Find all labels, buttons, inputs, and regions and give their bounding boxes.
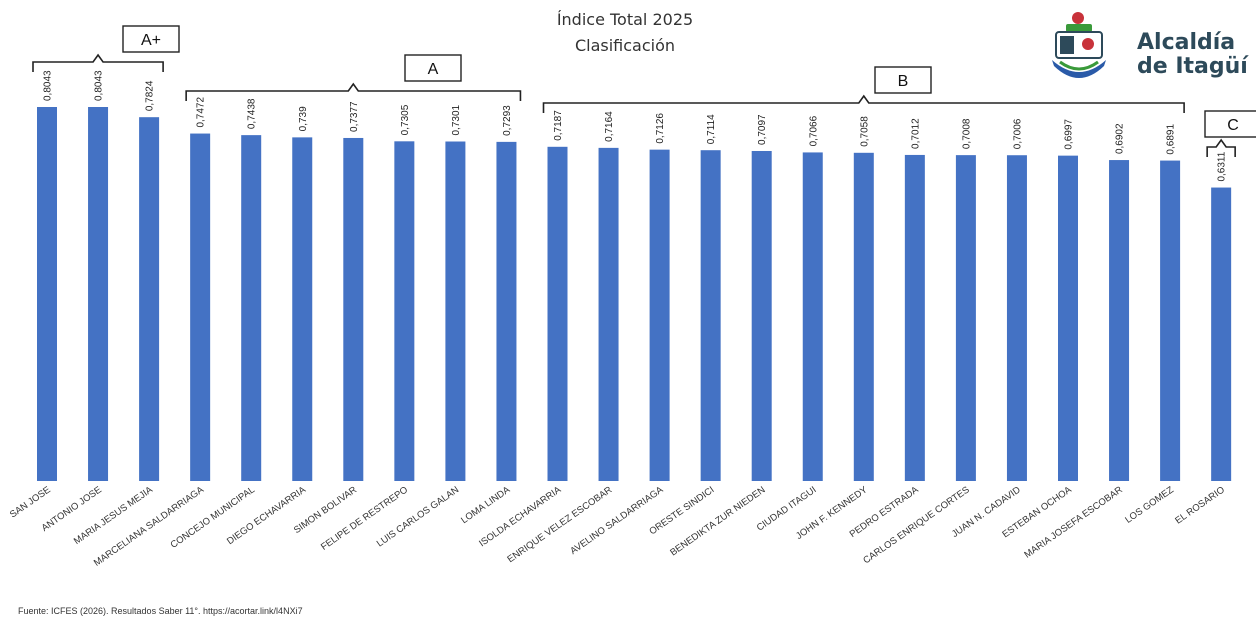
bars-layer [37, 107, 1232, 482]
value-label: 0,7126 [655, 113, 666, 144]
value-label: 0,7472 [196, 97, 207, 128]
value-label: 0,8043 [43, 70, 54, 101]
bar [292, 137, 313, 481]
category-label: BENEDIKTA ZUR NIEDEN [668, 484, 767, 558]
value-label: 0,7008 [961, 118, 972, 149]
value-label: 0,739 [298, 106, 309, 131]
source-note: Fuente: ICFES (2026). Resultados Saber 1… [18, 606, 303, 616]
category-label: CARLOS ENRIQUE CORTES [861, 484, 971, 566]
logo-line-2: de Itagüí [1137, 54, 1249, 79]
category-label: FELIPE DE RESTREPO [319, 484, 410, 552]
group-bracket [185, 82, 522, 101]
bar [1058, 155, 1078, 481]
bar [37, 107, 57, 481]
group-label-box [122, 25, 180, 53]
value-label: 0,7164 [604, 111, 615, 142]
group-label-box [404, 54, 462, 82]
value-label: 0,6311 [1217, 151, 1228, 181]
bar [547, 146, 568, 481]
bar-chart: Índice Total 2025 Clasificación 0,8043 0,… [8, 10, 1256, 569]
value-label: 0,7293 [502, 105, 513, 136]
group-bracket [1206, 138, 1236, 157]
value-label: 0,7438 [247, 98, 258, 129]
group-label: A [428, 61, 439, 78]
bar [751, 150, 772, 481]
bar [1109, 160, 1130, 481]
value-label: 0,7006 [1012, 118, 1023, 149]
category-label: CONCEJO MUNICIPAL [169, 484, 257, 550]
value-label: 0,6902 [1115, 123, 1126, 154]
category-label: LUIS CARLOS GALAN [375, 484, 461, 549]
group-bracket [542, 94, 1185, 113]
category-label: AVELINO SALDARRIAGA [568, 484, 666, 557]
category-label: LOS GOMEZ [1123, 484, 1176, 526]
chart-title: Índice Total 2025 [557, 10, 693, 29]
category-label: ENRIQUE VELEZ ESCOBAR [505, 484, 614, 565]
chart-subtitle: Clasificación [575, 36, 675, 55]
group-label: A+ [141, 32, 161, 49]
value-label: 0,7305 [400, 104, 411, 135]
coat-of-arms-icon [1052, 12, 1106, 78]
group-label: C [1227, 117, 1239, 134]
bar [853, 152, 874, 482]
bar [700, 150, 721, 482]
bar [904, 154, 925, 481]
bar [955, 155, 976, 481]
bar [445, 141, 466, 481]
bar [1160, 160, 1181, 482]
value-label: 0,7097 [757, 114, 768, 145]
alcaldia-logo: Alcaldía de Itagüí [1052, 12, 1249, 79]
bar [649, 149, 670, 481]
bar [1211, 187, 1232, 482]
value-label: 0,7114 [706, 114, 717, 144]
value-labels-layer: 0,8043 0,8043 0,7824 0,7472 0,7438 0,739 0,737… [43, 70, 1228, 182]
group-label: B [898, 73, 909, 90]
category-label: MARIA JOSEFA ESCOBAR [1022, 484, 1124, 560]
logo-line-1: Alcaldía [1137, 30, 1235, 55]
value-label: 0,7058 [859, 116, 870, 147]
group-bracket [32, 53, 164, 72]
value-label: 0,7301 [451, 104, 462, 135]
bar [190, 133, 211, 482]
bar [88, 107, 109, 481]
category-label: ISOLDA ECHAVARRIA [477, 484, 564, 549]
bar [496, 141, 517, 481]
value-label: 0,6891 [1166, 124, 1177, 155]
category-label: EL ROSARIO [1173, 484, 1227, 526]
value-label: 0,6997 [1064, 119, 1075, 150]
bar [598, 147, 619, 482]
value-label: 0,8043 [94, 70, 105, 101]
value-label: 0,7187 [553, 110, 564, 141]
value-label: 0,7066 [808, 115, 819, 146]
bar [343, 137, 364, 481]
value-label: 0,7012 [910, 118, 921, 149]
bar [1006, 155, 1027, 481]
bar [139, 117, 160, 482]
value-label: 0,7377 [349, 101, 360, 132]
classification-groups: A+ A B C [32, 25, 1256, 157]
bar [394, 141, 415, 481]
category-label: SAN JOSE [8, 484, 53, 520]
bar [241, 135, 262, 481]
bar [802, 152, 823, 482]
group-label-box [874, 66, 932, 94]
value-label: 0,7824 [145, 80, 156, 111]
group-label-box [1204, 110, 1256, 138]
